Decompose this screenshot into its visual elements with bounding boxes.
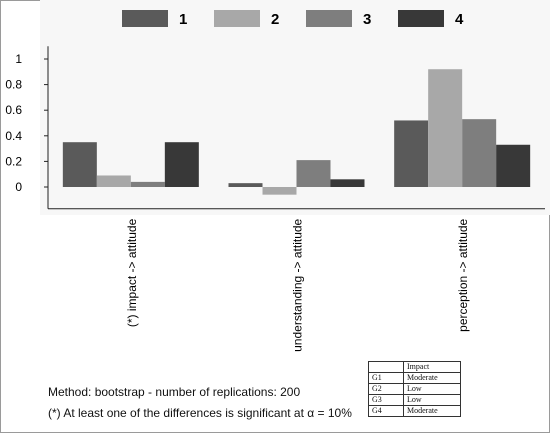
table-row: G1 Moderate <box>368 372 461 384</box>
table-cell-group: G1 <box>368 372 404 384</box>
table-cell-impact: Low <box>403 383 461 395</box>
bar-series-4 <box>330 179 365 187</box>
bar-series-1 <box>62 142 97 187</box>
table-cell-group: G2 <box>368 383 404 395</box>
y-tick-label: 0.6 <box>5 103 22 117</box>
bar-series-4 <box>164 142 199 187</box>
table-row: G2 Low <box>368 383 461 395</box>
legend-swatch-4 <box>398 10 444 27</box>
y-tick-label: 0 <box>15 180 22 194</box>
bar-series-1 <box>394 120 429 187</box>
y-tick-label: 0.4 <box>5 129 22 143</box>
y-tick-label: 1 <box>15 52 22 66</box>
significance-note: (*) At least one of the differences is s… <box>48 406 352 420</box>
bar-series-2 <box>262 187 297 195</box>
x-tick-label: (*) impact -> attitude <box>125 218 139 327</box>
legend-swatch-1 <box>122 10 168 27</box>
bar-series-2 <box>96 175 131 187</box>
x-tick-label: perception -> attitude <box>456 218 470 331</box>
method-note: Method: bootstrap - number of replicatio… <box>48 385 301 399</box>
y-tick-label: 0.2 <box>5 154 22 168</box>
table-cell-impact: Low <box>403 394 461 406</box>
legend-label-2: 2 <box>271 11 279 28</box>
x-tick-label: understanding -> attitude <box>291 218 305 351</box>
table-header-cell <box>368 361 404 373</box>
legend-label-4: 4 <box>455 11 464 28</box>
legend-swatch-2 <box>214 10 260 27</box>
legend-swatch-3 <box>306 10 352 27</box>
plot-area: 0 0.2 0.4 0.6 0.8 1 (*) impact -> attitude unde… <box>5 46 545 352</box>
legend: 1 2 3 4 <box>122 10 464 28</box>
table-cell-impact: Moderate <box>403 372 461 384</box>
table-header-cell: Impact <box>403 361 461 373</box>
legend-label-1: 1 <box>179 11 187 28</box>
bar-series-3 <box>296 160 331 187</box>
table-cell-impact: Moderate <box>403 405 461 417</box>
y-tick-label: 0.8 <box>5 78 22 92</box>
legend-label-3: 3 <box>363 11 371 28</box>
bar-series-4 <box>496 144 531 187</box>
table-cell-group: G3 <box>368 394 404 406</box>
table-cell-group: G4 <box>368 405 404 417</box>
bar-series-3 <box>130 181 165 187</box>
bar-series-3 <box>462 119 497 187</box>
table-header-row: Impact <box>368 361 461 373</box>
table-row: G4 Moderate <box>368 405 461 417</box>
table-row: G3 Low <box>368 394 461 406</box>
bar-series-1 <box>228 183 263 187</box>
group-impact-table: Impact G1 Moderate G2 Low G3 Low G4 Mode… <box>368 361 461 417</box>
bar-series-2 <box>428 69 463 187</box>
